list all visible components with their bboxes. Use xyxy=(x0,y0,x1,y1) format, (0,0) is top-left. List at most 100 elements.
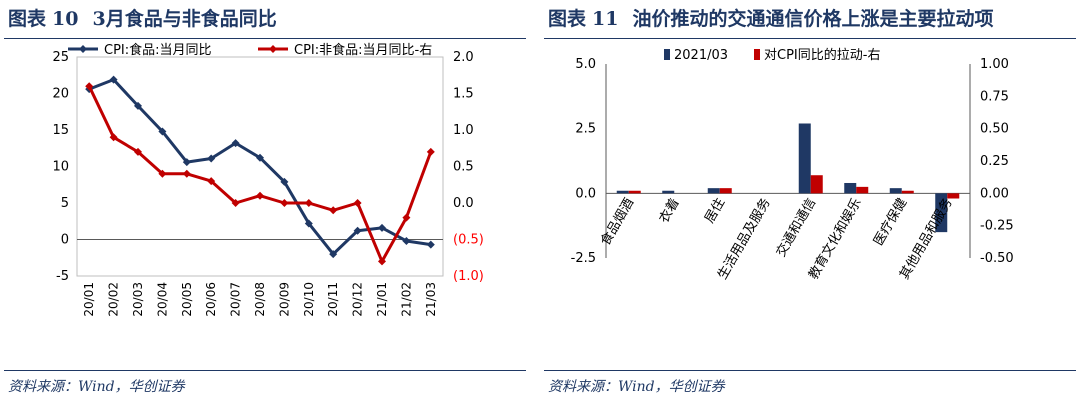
bar-series-1 xyxy=(707,188,720,194)
x-tick-label: 20/02 xyxy=(107,282,121,317)
x-tick-label: 20/01 xyxy=(82,282,96,317)
bar-series-2 xyxy=(856,186,869,194)
x-tick-label: 医疗保健 xyxy=(871,196,910,249)
series-1-point xyxy=(329,250,338,259)
bar-series-2 xyxy=(719,188,732,194)
bar-series-2 xyxy=(628,190,641,194)
x-tick-label: 20/12 xyxy=(351,282,365,317)
right-y-tick-label: 0.5 xyxy=(453,160,474,175)
x-tick-label: 20/07 xyxy=(229,282,243,317)
x-tick-label: 食品烟酒 xyxy=(597,195,637,248)
series-2-point xyxy=(353,199,362,207)
series-1-point xyxy=(182,158,191,167)
bar-series-1 xyxy=(889,188,902,194)
series-1-point xyxy=(353,226,362,235)
series-1-point xyxy=(402,236,411,245)
series-2-point xyxy=(85,82,94,91)
series-1-point xyxy=(109,75,118,84)
right-y-tick-label: -0.50 xyxy=(980,251,1014,266)
series-2-point xyxy=(378,257,386,266)
series-2-point xyxy=(109,133,118,142)
series-1-point xyxy=(134,101,142,110)
left-y-tick-label: -2.5 xyxy=(571,251,596,266)
right-y-tick-label: 1.0 xyxy=(453,123,474,138)
left-y-tick-label: 15 xyxy=(52,123,69,138)
right-y-tick-label: 1.00 xyxy=(980,57,1009,72)
x-tick-label: 20/06 xyxy=(204,282,218,317)
x-tick-label: 21/01 xyxy=(375,282,389,317)
left-y-tick-label: 0.0 xyxy=(575,186,596,201)
x-tick-label: 20/05 xyxy=(180,282,194,317)
bar-series-2 xyxy=(901,190,914,194)
right-y-tick-label: 0.75 xyxy=(980,89,1009,104)
right-figure-panel: 图表 11 油价推动的交通通信价格上涨是主要拉动项 -2.5 0.0 2.5 5.0 -0.… xyxy=(540,0,1080,406)
x-tick-label: 20/08 xyxy=(253,282,267,317)
series-1-point xyxy=(231,139,240,148)
bar-series-2 xyxy=(810,175,823,194)
legend-swatch-marker xyxy=(269,45,277,53)
right-figure-label: 图表 xyxy=(548,8,587,30)
x-tick-label: 21/03 xyxy=(424,282,438,317)
legend-label: 2021/03 xyxy=(674,48,728,63)
left-y-tick-label: 5 xyxy=(61,196,69,211)
plot-frame xyxy=(76,56,444,277)
left-figure-label: 图表 xyxy=(8,8,47,30)
right-y-tick-label: -0.25 xyxy=(980,219,1014,234)
x-tick-label: 20/03 xyxy=(131,282,145,317)
x-tick-label: 衣着 xyxy=(656,195,683,226)
right-y-tick-label: 0.00 xyxy=(980,186,1009,201)
legend-swatch xyxy=(664,49,670,60)
series-2-point xyxy=(329,206,338,215)
right-chart-title: 油价推动的交通通信价格上涨是主要拉动项 xyxy=(632,8,994,30)
x-tick-label: 20/11 xyxy=(326,282,340,317)
left-y-tick-label: 2.5 xyxy=(575,122,596,137)
left-y-tick-label: 0 xyxy=(61,233,69,248)
x-tick-label: 交通和通信 xyxy=(773,195,819,259)
right-source-note: 资料来源：Wind，华创证券 xyxy=(548,379,725,395)
series-1-point xyxy=(256,153,264,162)
right-y-tick-label: 1.5 xyxy=(453,87,474,102)
bar-series-1 xyxy=(798,123,811,194)
series-1-point xyxy=(304,219,313,228)
bar-series-2 xyxy=(947,193,960,199)
left-source-rule xyxy=(4,370,526,371)
x-tick-label: 20/10 xyxy=(302,282,316,317)
series-2-point xyxy=(182,169,191,178)
series-2-point xyxy=(207,177,216,186)
left-y-tick-label: -5 xyxy=(56,269,69,284)
series-2-point xyxy=(256,191,264,200)
series-line-2 xyxy=(87,85,433,263)
series-2-point xyxy=(304,199,313,207)
series-2-point xyxy=(134,147,142,156)
x-tick-label: 居住 xyxy=(702,196,728,226)
right-title-rule xyxy=(544,38,1076,39)
legend-label: 对CPI同比的拉动-右 xyxy=(764,47,880,63)
legend-swatch-marker xyxy=(79,45,87,53)
series-1-point xyxy=(378,223,386,232)
series-2-point xyxy=(402,213,411,222)
right-y-tick-label: 0.50 xyxy=(980,122,1009,137)
left-figure-title: 图表 10 3月食品与非食品同比 xyxy=(8,2,526,36)
left-chart-title: 3月食品与非食品同比 xyxy=(92,8,277,30)
bar-series-1 xyxy=(935,193,948,233)
right-figure-number: 11 xyxy=(592,8,619,30)
bar-series-1 xyxy=(844,182,857,194)
series-2-point xyxy=(280,199,289,207)
x-tick-label: 20/04 xyxy=(155,282,169,317)
x-tick-label: 21/02 xyxy=(399,282,413,317)
left-y-tick-label: 5.0 xyxy=(575,57,596,72)
left-figure-number: 10 xyxy=(52,8,79,30)
left-y-tick-label: 20 xyxy=(52,87,69,102)
series-2-point xyxy=(158,169,167,178)
left-source-note: 资料来源：Wind，华创证券 xyxy=(8,379,185,395)
right-y-tick-label: (1.0) xyxy=(453,269,484,284)
series-2-point xyxy=(426,147,435,156)
series-1-point xyxy=(158,127,167,136)
series-2-point xyxy=(231,199,240,207)
right-source-rule xyxy=(544,370,1076,371)
legend-swatch xyxy=(754,49,760,60)
legend-label: CPI:食品:当月同比 xyxy=(104,42,212,58)
right-y-tick-label: 2.0 xyxy=(453,50,474,65)
left-title-rule xyxy=(4,38,526,39)
left-y-tick-label: 10 xyxy=(52,160,69,175)
